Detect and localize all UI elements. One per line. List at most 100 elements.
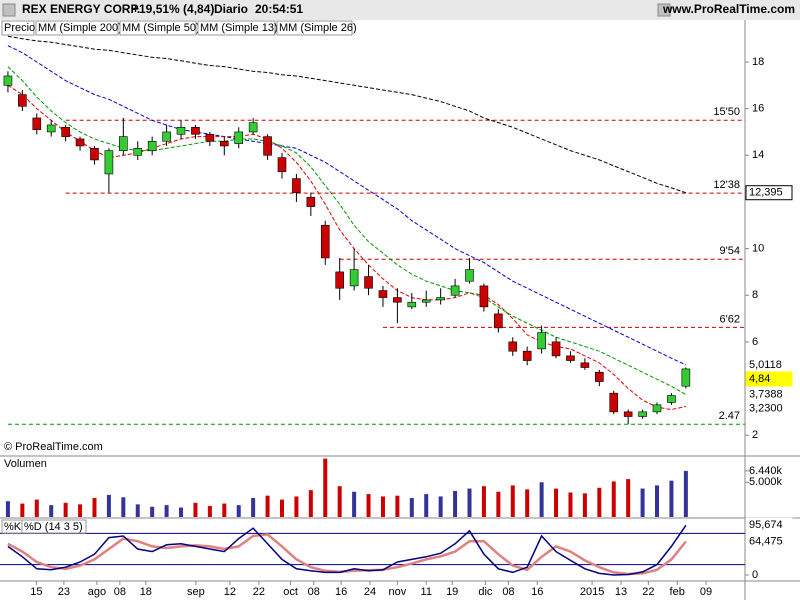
menu-icon[interactable] (2, 3, 16, 17)
oscillator-line (7, 524, 687, 576)
time: 20:54:51 (255, 2, 303, 16)
candle-body (494, 313, 503, 329)
x-tick-label: 08 (502, 586, 514, 598)
volume-bar (337, 486, 342, 517)
x-tick-label: 16 (335, 586, 347, 598)
x-tick-label: nov (389, 586, 407, 598)
x-tick-label: feb (670, 586, 685, 598)
legend-box (197, 20, 276, 36)
candle-body (292, 178, 301, 193)
candle-body (580, 362, 590, 368)
candle-body (219, 140, 229, 147)
candle-body (32, 117, 42, 130)
header-bar (0, 0, 800, 20)
volume-bar (222, 503, 227, 517)
legend-box (35, 20, 119, 36)
candle-body (263, 136, 272, 156)
level-label: 12'38 (713, 179, 740, 191)
volume-bar (582, 493, 587, 517)
y-tick-label: 6.440k (749, 465, 783, 477)
candle-body (320, 224, 330, 259)
x-tick-label: 16 (531, 586, 543, 598)
volume-bar (568, 492, 573, 517)
instrument-name: REX ENERGY CORP. (22, 2, 140, 16)
volume-bar (121, 497, 126, 517)
last-value-box (745, 517, 793, 533)
candle-body (364, 276, 373, 289)
last-value-label: 5,0118 (749, 359, 782, 371)
options-icon[interactable] (657, 3, 671, 17)
candle-body (234, 131, 244, 144)
volume-bar (525, 489, 530, 517)
x-tick-label: 08 (114, 586, 126, 598)
volume-bar (236, 505, 241, 517)
volume-bar (424, 494, 429, 517)
last-value-label: 3,7388 (749, 389, 783, 401)
volume-bar (193, 502, 198, 517)
candle-body (248, 122, 258, 133)
volume-bar (251, 498, 256, 517)
level-label: 6'62 (720, 313, 740, 325)
x-tick-label: 18 (140, 586, 152, 598)
x-tick-label: 19 (446, 586, 458, 598)
last-value-box (745, 533, 793, 549)
x-tick-label: 22 (642, 586, 654, 598)
level-label: 15'50 (713, 106, 740, 118)
y-tick-label: 8 (752, 289, 758, 301)
volume-bar (279, 499, 284, 517)
legend-label: MM (Simple 13) (200, 22, 278, 34)
y-tick-label: 5.000k (749, 476, 783, 488)
legend-box (1, 20, 35, 36)
volume-bar (510, 485, 515, 517)
x-tick-label: 13 (615, 586, 627, 598)
candle-body (667, 395, 676, 403)
candle-body (421, 299, 431, 303)
candle-body (147, 140, 157, 151)
volume-bar (78, 504, 83, 517)
volume-bar (626, 479, 631, 517)
candle-body (46, 124, 56, 133)
y-tick-label: 14 (752, 149, 764, 161)
candle-body (537, 332, 546, 350)
x-tick-label: 11 (421, 586, 432, 598)
volume-bar (323, 458, 328, 517)
y-tick-label: 6 (752, 336, 758, 348)
volume-bar (539, 482, 544, 517)
candle-body (119, 136, 128, 151)
volume-bar (179, 507, 184, 517)
volume-bar (34, 499, 39, 517)
volume-bar (395, 495, 400, 517)
volume-bar (294, 496, 299, 517)
x-tick-label: dic (478, 586, 493, 598)
volume-bar (683, 470, 688, 517)
x-tick-label: oct (283, 586, 298, 598)
copyright: © ProRealTime.com (4, 441, 103, 453)
volume-bar (135, 504, 140, 517)
candle-body (566, 355, 575, 361)
moving-average (7, 45, 687, 366)
y-tick-label: 0 (752, 569, 758, 581)
candle-body (551, 341, 561, 357)
last-value-label: 12,395 (749, 187, 783, 199)
x-tick-label: 2015 (580, 586, 604, 598)
volume-bar (106, 494, 111, 517)
volume-bar (164, 505, 169, 517)
panel-title: Volumen (4, 458, 47, 470)
x-tick-label: sep (187, 586, 205, 598)
volume-bar (366, 494, 371, 517)
legend-label: MM (Simple 50) (122, 22, 200, 34)
candle-body (595, 371, 604, 382)
candle-body (436, 297, 445, 301)
volume-bar (481, 486, 486, 517)
volume-bar (20, 503, 25, 517)
volume-bar (640, 488, 645, 517)
candle-body (162, 131, 171, 142)
volume-bar (150, 506, 155, 517)
volume-bar (655, 485, 660, 517)
volume-bar (5, 501, 10, 517)
candle-body (104, 150, 114, 175)
candle-body (3, 75, 13, 86)
last-value-label: 95,674 (749, 519, 783, 531)
moving-average (7, 84, 687, 411)
